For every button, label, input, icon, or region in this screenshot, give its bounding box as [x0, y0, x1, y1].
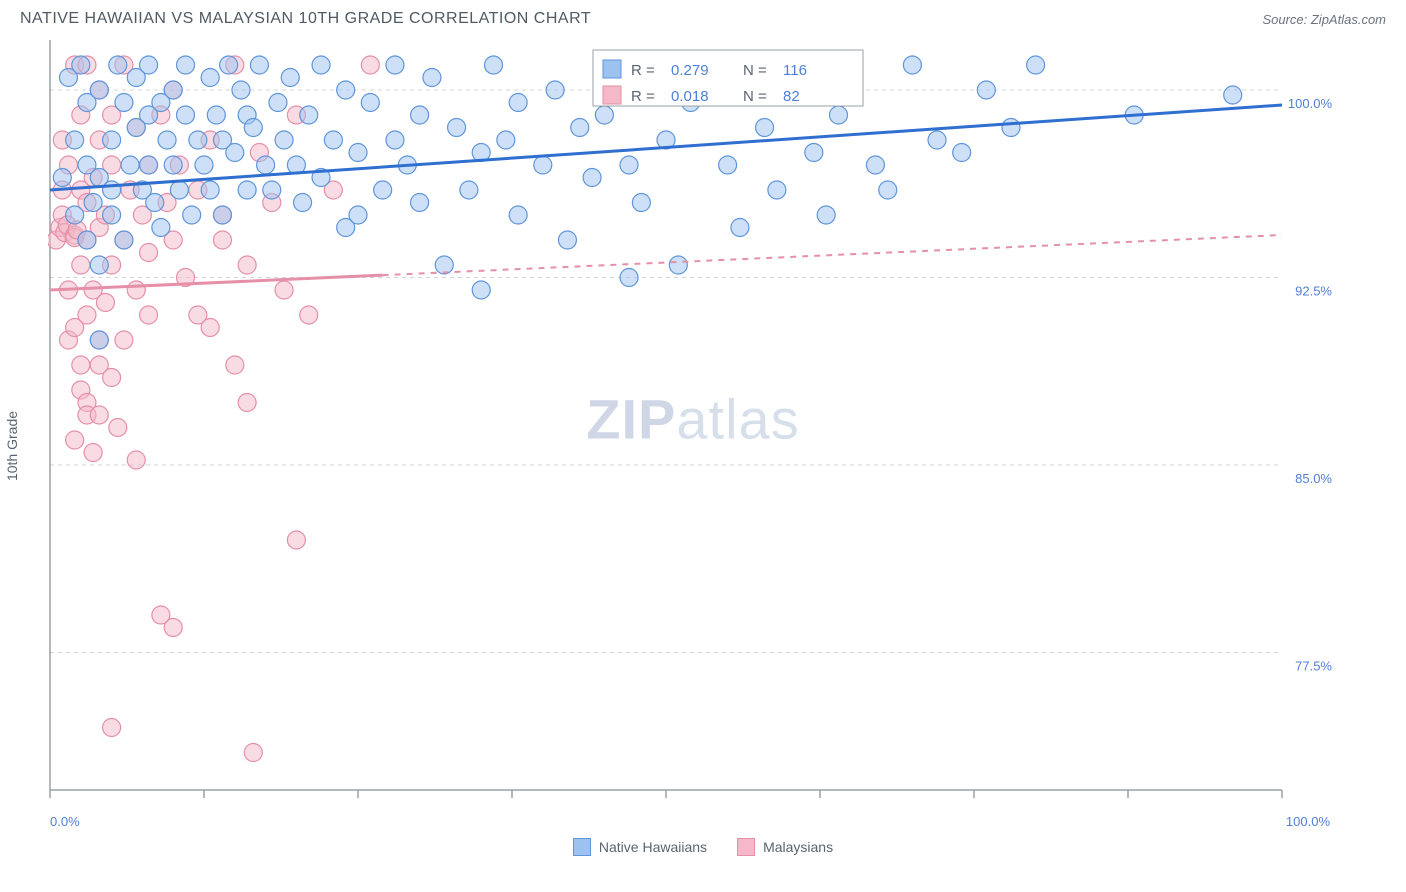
- svg-text:R =: R =: [631, 88, 655, 105]
- svg-text:0.279: 0.279: [671, 62, 709, 79]
- svg-text:85.0%: 85.0%: [1295, 471, 1332, 486]
- chart-title: NATIVE HAWAIIAN VS MALAYSIAN 10TH GRADE …: [20, 10, 591, 28]
- chart-legend: Native Hawaiians Malaysians: [0, 838, 1406, 856]
- svg-text:116: 116: [783, 62, 807, 79]
- x-axis-max-label: 100.0%: [1286, 814, 1330, 829]
- scatter-chart-svg: 100.0% 92.5% 85.0% 77.5% ZIPatlas R = 0.279 N =…: [48, 38, 1338, 808]
- y-axis-label: 10th Grade: [4, 411, 20, 481]
- legend-item: Native Hawaiians: [573, 838, 707, 856]
- legend-label: Malaysians: [763, 839, 833, 855]
- legend-swatch-icon: [573, 838, 591, 856]
- chart-area: 100.0% 92.5% 85.0% 77.5% ZIPatlas R = 0.279 N =…: [48, 38, 1386, 808]
- svg-text:R =: R =: [631, 62, 655, 79]
- svg-text:0.018: 0.018: [671, 88, 709, 105]
- svg-text:ZIPatlas: ZIPatlas: [586, 387, 799, 450]
- legend-label: Native Hawaiians: [599, 839, 707, 855]
- svg-text:N =: N =: [743, 88, 767, 105]
- chart-source: Source: ZipAtlas.com: [1262, 12, 1386, 27]
- svg-text:N =: N =: [743, 62, 767, 79]
- x-axis-min-label: 0.0%: [50, 814, 80, 829]
- legend-swatch-icon: [737, 838, 755, 856]
- svg-text:92.5%: 92.5%: [1295, 284, 1332, 299]
- x-axis-labels: 0.0% 100.0%: [48, 808, 1386, 832]
- svg-text:82: 82: [783, 88, 800, 105]
- legend-item: Malaysians: [737, 838, 833, 856]
- svg-text:77.5%: 77.5%: [1295, 659, 1332, 674]
- chart-header: NATIVE HAWAIIAN VS MALAYSIAN 10TH GRADE …: [0, 0, 1406, 34]
- svg-text:100.0%: 100.0%: [1288, 96, 1333, 111]
